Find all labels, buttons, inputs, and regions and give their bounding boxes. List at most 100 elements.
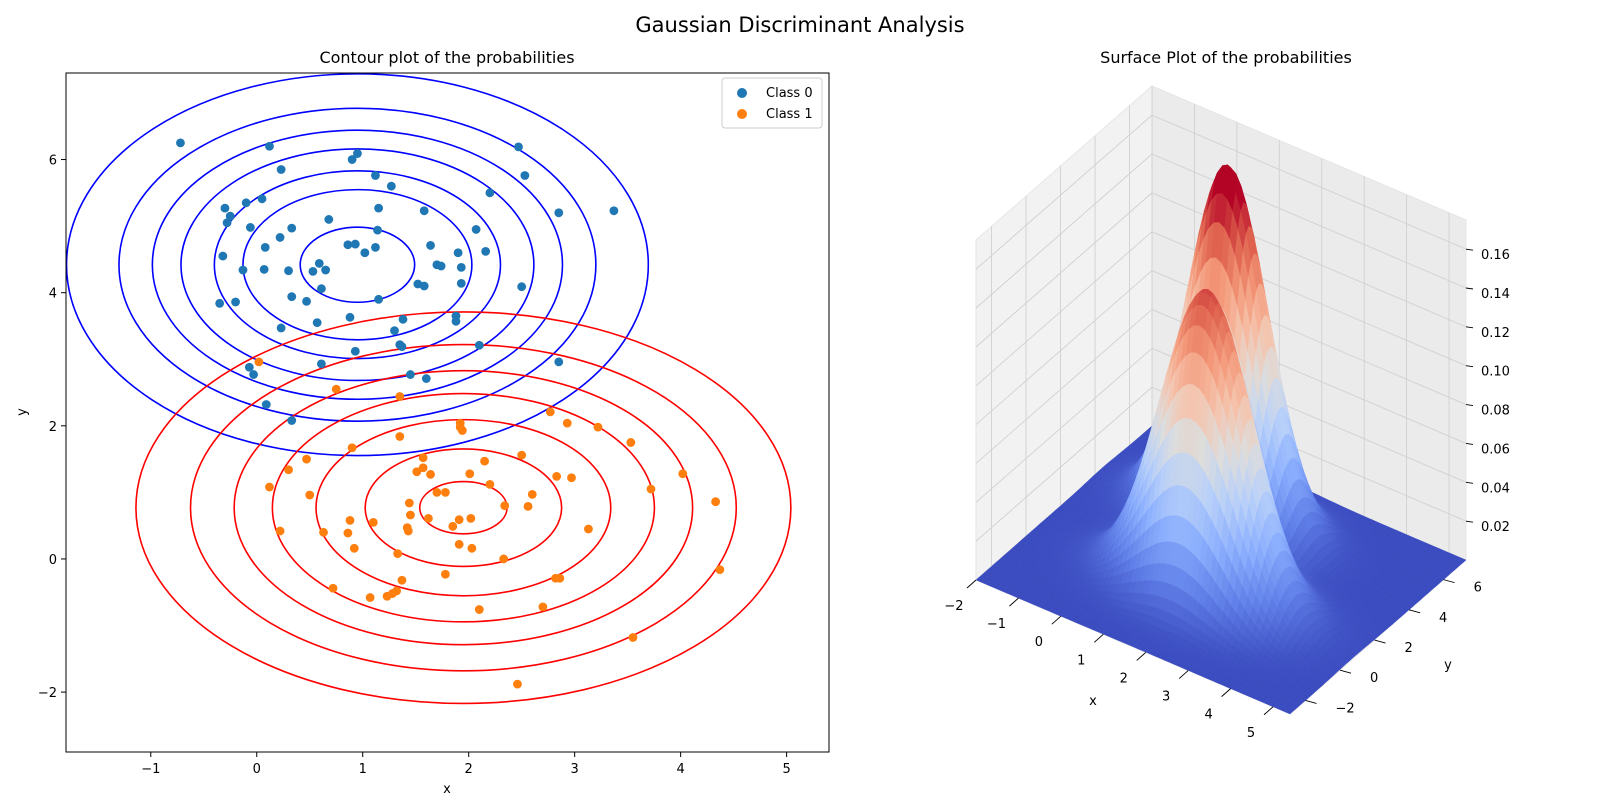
point-class-0 (451, 316, 461, 326)
surface-z-tick-label: 0.06 (1481, 442, 1510, 457)
contour-line-class-1-level-6 (135, 311, 792, 705)
point-class-0 (275, 233, 285, 242)
point-class-1 (404, 498, 414, 508)
point-class-1 (424, 513, 433, 523)
surface-x-tick-mark (1221, 688, 1231, 697)
point-class-1 (254, 357, 264, 367)
point-class-0 (371, 243, 380, 252)
point-class-0 (406, 370, 415, 379)
point-class-0 (284, 266, 293, 276)
grid-z-back (1151, 153, 1467, 289)
point-class-0 (321, 265, 331, 275)
point-class-0 (371, 171, 380, 180)
point-class-1 (403, 526, 413, 536)
figure-suptitle: Gaussian Discriminant Analysis (635, 13, 964, 37)
point-class-0 (312, 318, 322, 328)
point-class-1 (440, 569, 450, 579)
point-class-0 (308, 266, 318, 276)
surface-y-tick-mark (1374, 639, 1386, 644)
point-class-0 (257, 194, 267, 204)
point-class-0 (481, 247, 491, 256)
point-class-0 (261, 400, 271, 409)
x-tick-label: 0 (253, 762, 261, 777)
contour-line-class-0-level-6 (66, 73, 650, 457)
point-class-1 (513, 679, 522, 689)
x-axis-label: x (443, 782, 451, 797)
x-tick-label: 3 (571, 762, 579, 777)
point-class-0 (260, 243, 270, 252)
surface-y-tick-label: 2 (1405, 641, 1413, 656)
surface-y-tick-label: 0 (1370, 671, 1378, 686)
x-tick-label: 1 (359, 762, 367, 777)
point-class-1 (345, 515, 355, 525)
x-tick-label: 5 (782, 762, 790, 777)
surface-y-tick-label: 4 (1439, 611, 1447, 626)
point-class-0 (419, 281, 429, 291)
surface-x-tick-mark (1136, 652, 1147, 661)
y-tick-label: 6 (49, 154, 57, 169)
y-tick-label: 0 (49, 553, 57, 568)
grid-z-left (975, 114, 1153, 270)
surface-y-tick-mark (1305, 699, 1317, 704)
point-class-1 (343, 528, 353, 538)
contour-plot-frame (65, 72, 830, 753)
point-class-1 (715, 565, 725, 575)
surface-x-tick-label: 4 (1204, 708, 1212, 723)
point-class-0 (485, 188, 495, 198)
contour-line-class-0-level-1 (242, 188, 473, 341)
surface-chart-title: Surface Plot of the probabilities (1100, 48, 1352, 67)
point-class-0 (265, 141, 274, 151)
point-class-1 (393, 549, 403, 559)
point-class-0 (517, 282, 527, 292)
point-class-1 (480, 456, 489, 466)
point-class-1 (626, 438, 636, 447)
surface-y-tick-mark (1443, 579, 1455, 584)
point-class-0 (176, 138, 185, 148)
grid-z-left (975, 270, 1153, 425)
point-class-1 (440, 487, 450, 497)
surface-x-axis-label: x (1089, 694, 1097, 709)
surface-patch (975, 577, 985, 583)
surface-y-tick-mark (1408, 609, 1421, 614)
surface-y-tick-mark (1339, 669, 1352, 674)
contour-chart-title: Contour plot of the probabilities (319, 48, 574, 67)
point-class-1 (418, 453, 428, 463)
point-class-1 (368, 517, 378, 527)
point-class-0 (421, 374, 431, 383)
point-class-1 (406, 510, 415, 520)
point-class-1 (646, 484, 656, 494)
surface-x-tick-label: 0 (1035, 635, 1043, 650)
y-axis-ticks: −2 0 2 4 6 (38, 154, 66, 701)
point-class-1 (418, 463, 428, 473)
contour-line-class-0-level-0 (299, 226, 416, 304)
point-class-0 (520, 171, 530, 180)
point-class-0 (471, 225, 481, 234)
surface-z-tick-mark (1465, 287, 1474, 290)
surface-z-tick-label: 0.02 (1481, 520, 1510, 535)
point-class-1 (275, 526, 285, 536)
surface-z-tick-label: 0.16 (1481, 248, 1510, 263)
surface-y-axis-label: y (1444, 658, 1452, 673)
point-class-0 (215, 298, 225, 308)
point-class-1 (331, 384, 341, 394)
point-class-1 (319, 527, 328, 537)
point-class-0 (218, 251, 228, 261)
surface-z-tick-mark (1465, 248, 1474, 251)
point-class-0 (453, 248, 463, 258)
point-class-1 (457, 426, 467, 435)
point-class-0 (373, 225, 382, 235)
surface-y-tick-label: 6 (1474, 581, 1482, 596)
x-tick-label: 2 (465, 762, 473, 777)
x-tick-label: −1 (141, 762, 160, 777)
point-class-1 (499, 554, 509, 564)
point-class-1 (545, 407, 555, 417)
point-class-1 (567, 473, 576, 483)
surface-z-tick-label: 0.12 (1481, 326, 1510, 341)
point-class-1 (395, 432, 405, 441)
legend-marker-class-0 (737, 88, 747, 98)
point-class-0 (474, 340, 484, 350)
point-class-0 (347, 155, 357, 164)
surface-x-tick-label: 1 (1077, 653, 1085, 668)
point-class-1 (302, 454, 311, 464)
